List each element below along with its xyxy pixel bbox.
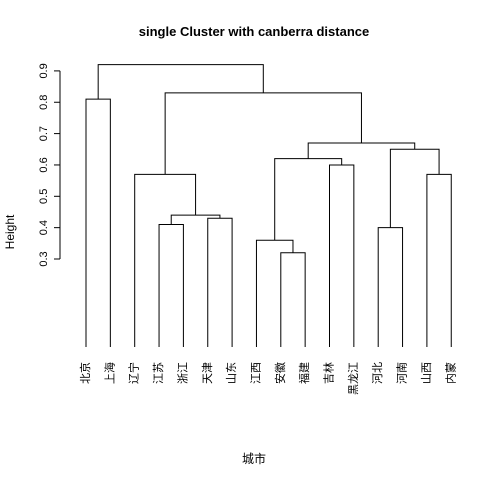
y-axis-label: Height <box>3 214 17 249</box>
leaf-label: 山西 <box>420 362 433 384</box>
y-axis: 0.3 0.4 0.5 0.6 0.7 0.8 0.9 <box>38 63 61 267</box>
leaf-label: 上海 <box>102 362 116 384</box>
dendrogram-link <box>280 252 306 347</box>
y-tick-label: 0.4 <box>38 220 50 235</box>
dendrogram-link <box>377 227 404 347</box>
leaf-label: 浙江 <box>176 362 189 384</box>
dendrogram-link <box>255 239 294 347</box>
dendrogram-link <box>170 214 221 225</box>
leaf-label: 安徽 <box>273 362 287 384</box>
y-tick-label: 0.8 <box>38 95 50 110</box>
leaf-label: 江苏 <box>152 362 165 384</box>
leaf-label: 辽宁 <box>127 362 141 384</box>
leaf-label: 福建 <box>297 362 311 384</box>
leaf-label: 江西 <box>249 362 262 384</box>
y-tick-label: 0.6 <box>38 157 50 172</box>
leaf-label: 吉林 <box>322 362 336 384</box>
dendrogram-link <box>85 98 111 347</box>
y-tick-label: 0.7 <box>38 126 50 141</box>
dendrogram-link <box>274 158 343 241</box>
x-axis-label: 城市 <box>242 451 266 466</box>
dendrogram-link <box>164 92 362 175</box>
chart-title: single Cluster with canberra distance <box>139 24 369 39</box>
y-tick-label: 0.5 <box>38 189 50 204</box>
dendrogram-link <box>426 173 452 347</box>
dendrogram-links <box>85 64 452 347</box>
dendrogram-link <box>329 164 355 347</box>
leaf-label: 河北 <box>371 362 384 384</box>
dendrogram-link <box>158 224 184 347</box>
dendrogram-link <box>207 217 233 347</box>
dendrogram-link <box>389 148 440 228</box>
leaf-label: 山东 <box>225 362 238 384</box>
dendrogram-link <box>97 64 264 100</box>
y-tick-label: 0.9 <box>38 63 50 78</box>
dendrogram-link <box>134 173 197 347</box>
dendrogram-link <box>307 142 416 159</box>
leaf-label: 内蒙 <box>443 362 457 384</box>
leaf-labels: 北京 上海 辽宁 江苏 浙江 天津 山东 江西 安徽 福建 吉林 黑龙江 河北 河南 山西 内蒙 <box>78 362 457 395</box>
leaf-label: 天津 <box>201 362 214 384</box>
y-tick-label: 0.3 <box>38 251 50 266</box>
leaf-label: 北京 <box>78 362 92 384</box>
leaf-label: 河南 <box>396 362 409 384</box>
leaf-label: 黑龙江 <box>347 362 360 395</box>
